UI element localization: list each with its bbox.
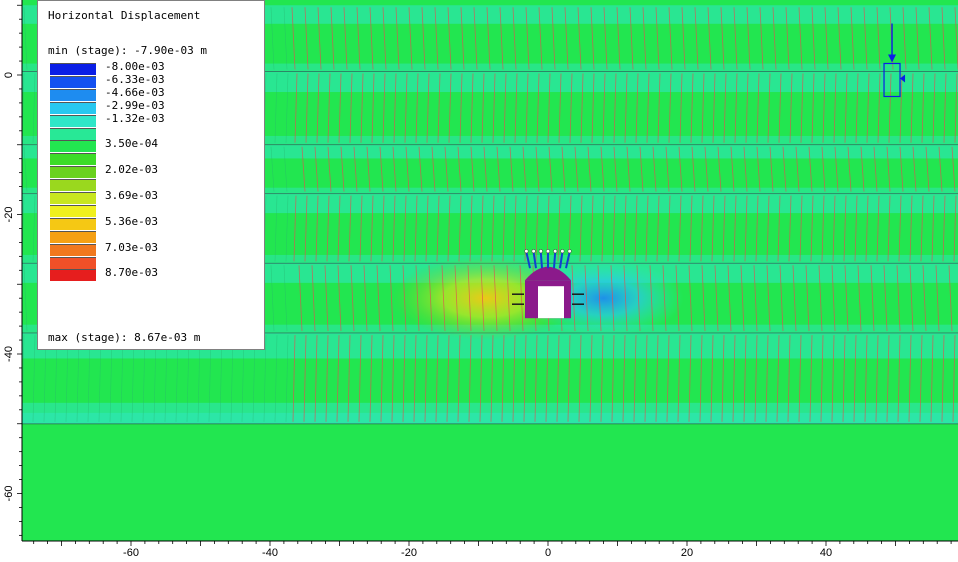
stratum-edge-1: [22, 135, 958, 145]
legend-min-label: min (stage): -7.90e-03 m: [48, 44, 207, 57]
legend-label: 7.03e-03: [105, 240, 158, 254]
y-tick-label: -20: [3, 207, 15, 223]
legend-title: Horizontal Displacement: [48, 9, 201, 22]
legend-label: -6.33e-03: [105, 72, 165, 86]
tunnel-crown: [525, 266, 571, 281]
tunnel-excavation: [512, 249, 584, 319]
monitor-point: [883, 23, 906, 98]
legend-swatch: [50, 140, 96, 153]
legend-swatch: [50, 127, 96, 140]
legend-swatch: [50, 269, 96, 282]
monitor-box: [883, 62, 901, 98]
legend-swatch: [50, 114, 96, 127]
legend-label: 5.36e-03: [105, 214, 158, 228]
legend-swatch: [50, 217, 96, 230]
legend-swatch: [50, 192, 96, 204]
bolt-head: [560, 249, 565, 254]
legend-swatch: [50, 243, 96, 256]
rock-bolt: [532, 252, 537, 269]
rock-bolt: [565, 251, 571, 269]
legend-swatch: [50, 256, 96, 269]
x-tick-label: -60: [123, 547, 139, 559]
legend-swatch: [50, 166, 96, 179]
legend-swatch: [50, 230, 96, 243]
bolt-head: [545, 249, 551, 254]
tunnel-opening: [538, 286, 564, 319]
legend-swatch: [50, 75, 96, 88]
x-tick-label: 40: [820, 547, 832, 559]
legend-swatch: [50, 88, 96, 101]
legend-panel: Horizontal Displacement min (stage): -7.…: [37, 0, 265, 350]
legend-label: 8.70e-03: [105, 266, 158, 280]
bolt-head: [524, 249, 529, 254]
y-tick-label: -40: [3, 346, 15, 362]
rock-bolt: [525, 251, 531, 269]
legend-swatch: [50, 153, 96, 166]
y-tick-label: -60: [3, 486, 15, 502]
x-tick-label: -20: [401, 547, 417, 559]
legend-label: -8.00e-03: [105, 60, 165, 73]
legend-label: 2.02e-03: [105, 163, 158, 177]
y-tick-label: 0: [3, 72, 15, 78]
x-tick-label: 0: [545, 547, 551, 559]
legend-label: -2.99e-03: [105, 98, 165, 112]
legend-label: -1.32e-03: [105, 111, 165, 125]
legend-label: 3.50e-04: [105, 137, 158, 151]
x-tick-label: -40: [262, 547, 278, 559]
bolt-head: [567, 249, 572, 254]
legend-label: -4.66e-03: [105, 85, 165, 99]
legend-swatch: [50, 204, 96, 217]
legend-label: 3.69e-03: [105, 189, 158, 202]
lower-band: [22, 402, 958, 424]
x-tick-label: 20: [681, 547, 693, 559]
load-arrow-head: [888, 54, 897, 63]
legend-swatch: [50, 101, 96, 114]
bolt-head: [531, 249, 536, 254]
rock-bolt: [559, 252, 564, 269]
rock-bolt: [553, 252, 557, 269]
legend-swatch: [50, 63, 96, 75]
x-axis-margin: [0, 541, 958, 562]
legend-max-label: max (stage): 8.67e-03 m: [48, 331, 201, 344]
stratum-edge-2: [22, 187, 958, 194]
y-axis-margin: [0, 0, 22, 562]
rock-bolt: [539, 252, 543, 269]
bolt-head: [553, 249, 558, 254]
bolt-head: [538, 249, 543, 254]
side-arrow-head: [900, 74, 906, 83]
legend-swatch: [50, 179, 96, 192]
